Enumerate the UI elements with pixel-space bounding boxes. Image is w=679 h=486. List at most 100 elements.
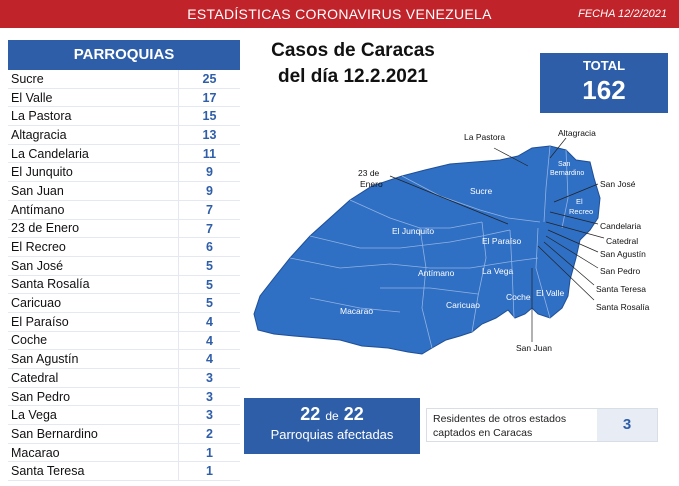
main-title: Casos de Caracas del día 12.2.2021 xyxy=(258,38,448,90)
affected-box: 22 de 22 Parroquias afectadas xyxy=(244,398,420,454)
parroquia-name: La Pastora xyxy=(11,109,72,124)
table-row: Sucre 25 xyxy=(8,70,240,89)
parroquia-name: La Vega xyxy=(11,408,57,423)
parroquia-count: 4 xyxy=(178,350,240,368)
parroquia-count: 5 xyxy=(178,275,240,294)
table-row: Macarao 1 xyxy=(8,443,240,463)
main-title-line2: del día 12.2.2021 xyxy=(278,66,428,87)
parroquia-count: 11 xyxy=(178,144,240,163)
parroquia-name: 23 de Enero xyxy=(11,221,80,236)
table-row: Catedral 3 xyxy=(8,369,240,388)
parroquia-name: El Paraíso xyxy=(11,314,69,329)
parroquia-count: 1 xyxy=(178,462,240,481)
table-row: 23 de Enero 7 xyxy=(8,219,240,239)
affected-den: 22 xyxy=(343,404,364,424)
table-row: Caricuao 5 xyxy=(8,294,240,313)
parroquia-name: El Recreo xyxy=(11,240,66,255)
label-san-juan: San Juan xyxy=(516,343,552,353)
parroquia-name: Caricuao xyxy=(11,296,62,311)
parroquia-count: 15 xyxy=(178,107,240,126)
total-label: TOTAL xyxy=(582,58,626,73)
parroquia-name: La Candelaria xyxy=(11,146,89,161)
main-title-line1: Casos de Caracas xyxy=(271,40,435,61)
table-row: El Paraíso 4 xyxy=(8,312,240,332)
header-bar: ESTADÍSTICAS CORONAVIRUS VENEZUELA FECHA… xyxy=(0,0,679,28)
parroquia-count: 9 xyxy=(178,163,240,182)
table-row: San Bernardino 2 xyxy=(8,425,240,444)
label-san-bernardino-1: San xyxy=(558,161,571,168)
map-shape xyxy=(253,145,601,355)
label-santa-rosalia: Santa Rosalía xyxy=(596,302,650,312)
parroquia-count: 6 xyxy=(178,238,240,256)
report-date: FECHA 12/2/2021 xyxy=(578,8,667,20)
label-san-jose: San José xyxy=(600,179,636,189)
label-la-pastora: La Pastora xyxy=(464,132,505,142)
table-row: Santa Rosalía 5 xyxy=(8,275,240,295)
table-row: Antímano 7 xyxy=(8,200,240,220)
parroquia-name: San José xyxy=(11,258,64,273)
parroquia-name: Santa Teresa xyxy=(11,464,85,479)
parroquia-count: 17 xyxy=(178,88,240,107)
affected-count: 22 de 22 xyxy=(244,404,420,425)
label-antimano: Antímano xyxy=(418,268,455,278)
label-san-pedro: San Pedro xyxy=(600,266,640,276)
parroquia-name: San Juan xyxy=(11,183,64,198)
table-row: El Recreo 6 xyxy=(8,238,240,257)
map-labels: La Pastora Altagracia San Bernardino San… xyxy=(340,128,650,353)
parroquia-count: 3 xyxy=(178,387,240,406)
affected-num: 22 xyxy=(300,404,321,424)
parroquia-count: 9 xyxy=(178,182,240,200)
label-la-vega: La Vega xyxy=(482,266,513,276)
table-row: La Vega 3 xyxy=(8,406,240,426)
parroquia-name: San Pedro xyxy=(11,389,71,404)
table-row: Coche 4 xyxy=(8,331,240,351)
affected-label: Parroquias afectadas xyxy=(270,427,394,442)
leader-lines xyxy=(389,137,605,342)
parroquia-count: 5 xyxy=(178,256,240,275)
label-altagracia: Altagracia xyxy=(558,128,596,138)
table-row: El Valle 17 xyxy=(8,88,240,108)
table-body: Sucre 25 El Valle 17 La Pastora 15 Altagracia 1… xyxy=(8,70,240,482)
parroquia-name: Catedral xyxy=(11,370,59,385)
table-row: La Pastora 15 xyxy=(8,107,240,127)
parroquia-count: 3 xyxy=(178,406,240,425)
parroquia-count: 1 xyxy=(178,443,240,462)
table-row: La Candelaria 11 xyxy=(8,144,240,164)
total-value: 162 xyxy=(582,75,626,105)
table-row: San Agustín 4 xyxy=(8,350,240,369)
page-title: ESTADÍSTICAS CORONAVIRUS VENEZUELA xyxy=(187,6,492,22)
label-el-recreo-1: El xyxy=(576,197,583,206)
parroquia-count: 2 xyxy=(178,425,240,443)
residents-box: Residentes de otros estados captados en … xyxy=(426,408,658,442)
label-23-de-enero-1: 23 de xyxy=(358,168,380,178)
parroquia-count: 7 xyxy=(178,219,240,238)
table-header: PARROQUIAS xyxy=(8,40,240,70)
table-row: Altagracia 13 xyxy=(8,126,240,145)
parroquia-name: San Bernardino xyxy=(11,426,98,441)
label-macarao: Macarao xyxy=(340,306,373,316)
parroquia-name: San Agustín xyxy=(11,352,79,367)
label-sucre: Sucre xyxy=(470,186,492,196)
district-borders xyxy=(289,145,569,349)
affected-of: de xyxy=(325,409,339,423)
label-coche: Coche xyxy=(506,292,531,302)
label-el-valle: El Valle xyxy=(536,288,564,298)
table-row: San Juan 9 xyxy=(8,182,240,201)
label-san-bernardino-2: Bernardino xyxy=(550,170,584,177)
total-box: TOTAL 162 xyxy=(540,53,668,113)
parroquia-name: Altagracia xyxy=(11,127,67,142)
label-23-de-enero-2: Enero xyxy=(360,179,383,189)
parroquia-count: 3 xyxy=(178,369,240,387)
parroquia-name: El Valle xyxy=(11,90,53,105)
residents-label: Residentes de otros estados captados en … xyxy=(433,413,567,439)
table-row: El Junquito 9 xyxy=(8,163,240,183)
label-candelaria: Candelaria xyxy=(600,221,641,231)
label-el-junquito: El Junquito xyxy=(392,226,434,236)
table-row: San Pedro 3 xyxy=(8,387,240,407)
label-san-agustin: San Agustín xyxy=(600,249,646,259)
table-row: San José 5 xyxy=(8,256,240,276)
parroquia-name: El Junquito xyxy=(11,165,73,180)
parroquias-table: PARROQUIAS Sucre 25 El Valle 17 La Pastora 15… xyxy=(8,40,240,482)
label-el-paraiso: El Paraíso xyxy=(482,236,521,246)
parroquia-name: Santa Rosalía xyxy=(11,277,90,292)
